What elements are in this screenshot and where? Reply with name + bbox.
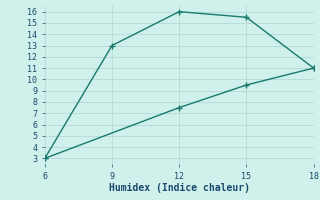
X-axis label: Humidex (Indice chaleur): Humidex (Indice chaleur) [109, 183, 250, 193]
